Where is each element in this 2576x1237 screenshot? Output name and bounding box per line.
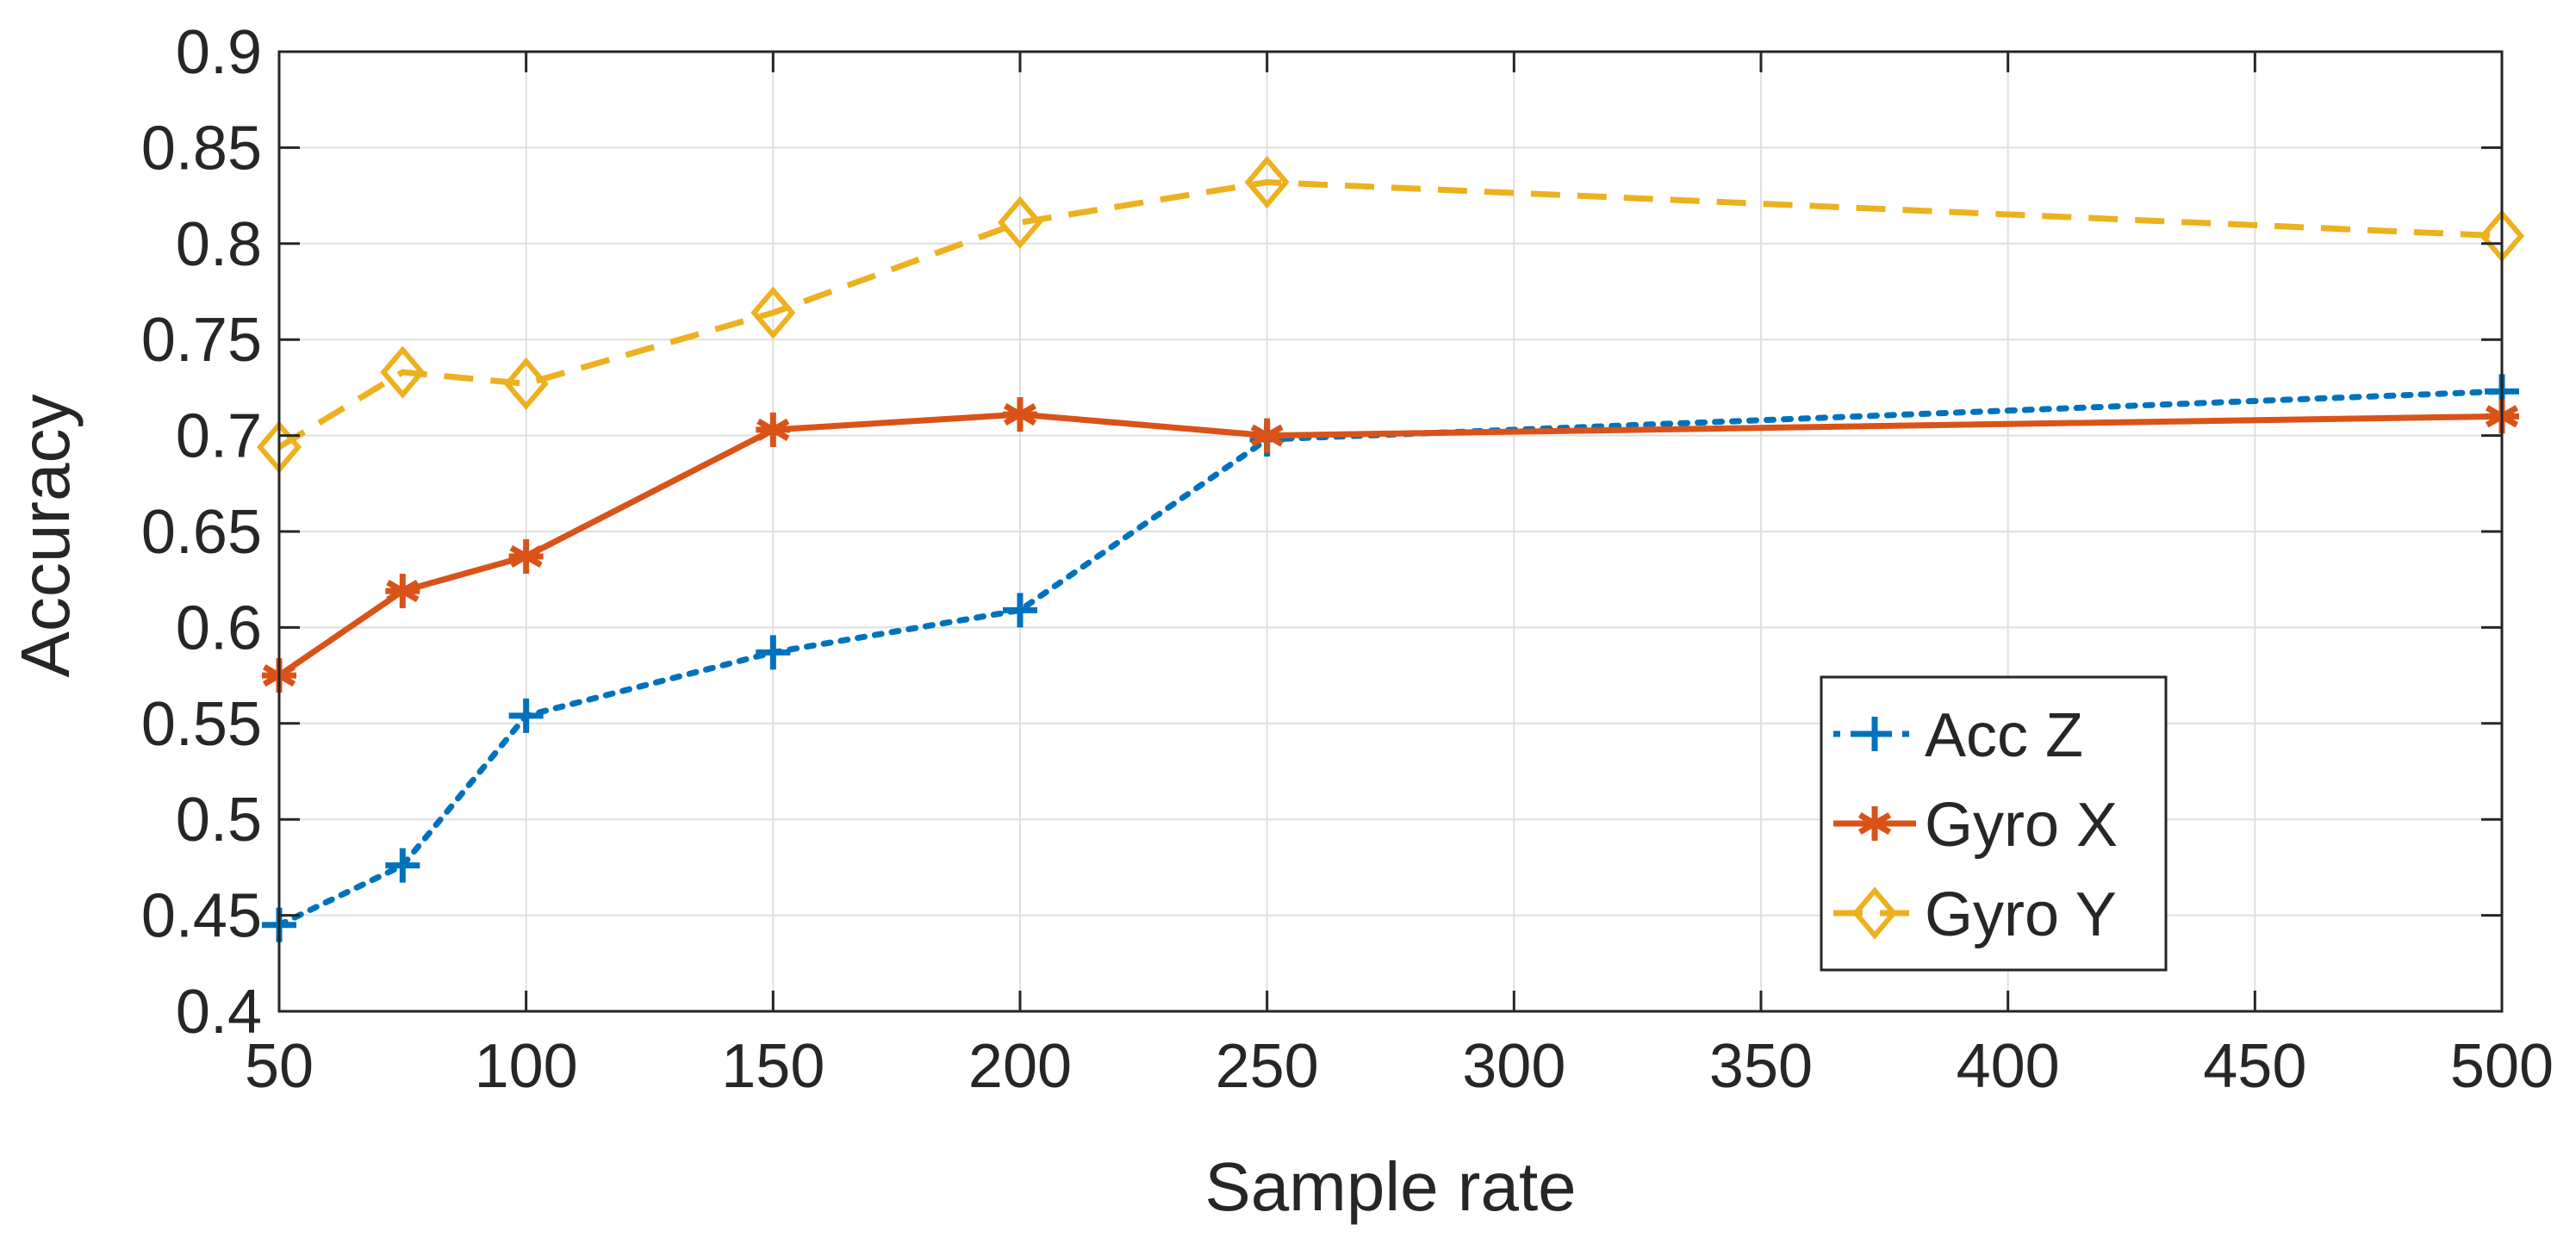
x-tick-label: 150 xyxy=(721,1032,824,1101)
y-tick-label: 0.55 xyxy=(141,690,262,759)
x-tick-label: 200 xyxy=(968,1032,1072,1101)
x-tick-label: 450 xyxy=(2203,1032,2306,1101)
legend-marker xyxy=(1851,886,1898,940)
data-point-gyro-x xyxy=(756,412,791,447)
ticks: 50 100 150 200 250 300 350 400 450 500 0.4 0.45 0.5 0… xyxy=(141,18,2554,1101)
data-point-acc-z xyxy=(385,848,420,883)
y-tick-label: 0.8 xyxy=(176,210,262,279)
y-tick-label: 0.4 xyxy=(176,978,262,1047)
x-axis-label: Sample rate xyxy=(1204,1148,1576,1225)
y-tick-label: 0.7 xyxy=(176,402,262,471)
legend-marker xyxy=(1857,717,1892,751)
data-point-acc-z xyxy=(508,698,544,733)
legend-label: Gyro X xyxy=(1925,791,2118,860)
data-point-gyro-y xyxy=(380,345,426,399)
data-point-gyro-x xyxy=(1249,418,1285,453)
y-tick-label: 0.85 xyxy=(141,114,262,183)
x-tick-label: 300 xyxy=(1462,1032,1565,1101)
data-point-gyro-y xyxy=(750,286,796,339)
data-point-gyro-y xyxy=(997,196,1043,249)
x-tick-label: 500 xyxy=(2450,1032,2554,1101)
legend-label: Acc Z xyxy=(1925,701,2083,770)
series-line-gyro-y xyxy=(277,178,2503,450)
x-tick-label: 400 xyxy=(1957,1032,2060,1101)
x-tick-label: 100 xyxy=(475,1032,578,1101)
x-tick-label: 50 xyxy=(245,1032,314,1101)
data-point-gyro-y xyxy=(503,357,549,411)
y-tick-label: 0.9 xyxy=(176,18,262,87)
y-tick-label: 0.75 xyxy=(141,306,262,375)
data-point-acc-z xyxy=(1003,593,1037,628)
legend-marker xyxy=(1857,806,1892,841)
y-axis-label: Accuracy xyxy=(7,395,84,678)
legend: Acc Z Gyro X Gyro Y xyxy=(1820,675,2168,972)
y-tick-label: 0.65 xyxy=(141,498,262,567)
y-tick-label: 0.45 xyxy=(141,882,262,951)
x-tick-label: 250 xyxy=(1216,1032,1319,1101)
y-tick-label: 0.5 xyxy=(176,786,262,855)
data-point-gyro-y xyxy=(1244,155,1290,209)
data-point-acc-z xyxy=(756,635,791,670)
x-tick-label: 350 xyxy=(1709,1032,1813,1101)
data-point-gyro-x xyxy=(1003,397,1037,432)
y-tick-label: 0.6 xyxy=(176,594,262,662)
data-point-gyro-x xyxy=(385,574,420,609)
data-point-gyro-x xyxy=(508,538,544,574)
legend-label: Gyro Y xyxy=(1925,880,2117,949)
